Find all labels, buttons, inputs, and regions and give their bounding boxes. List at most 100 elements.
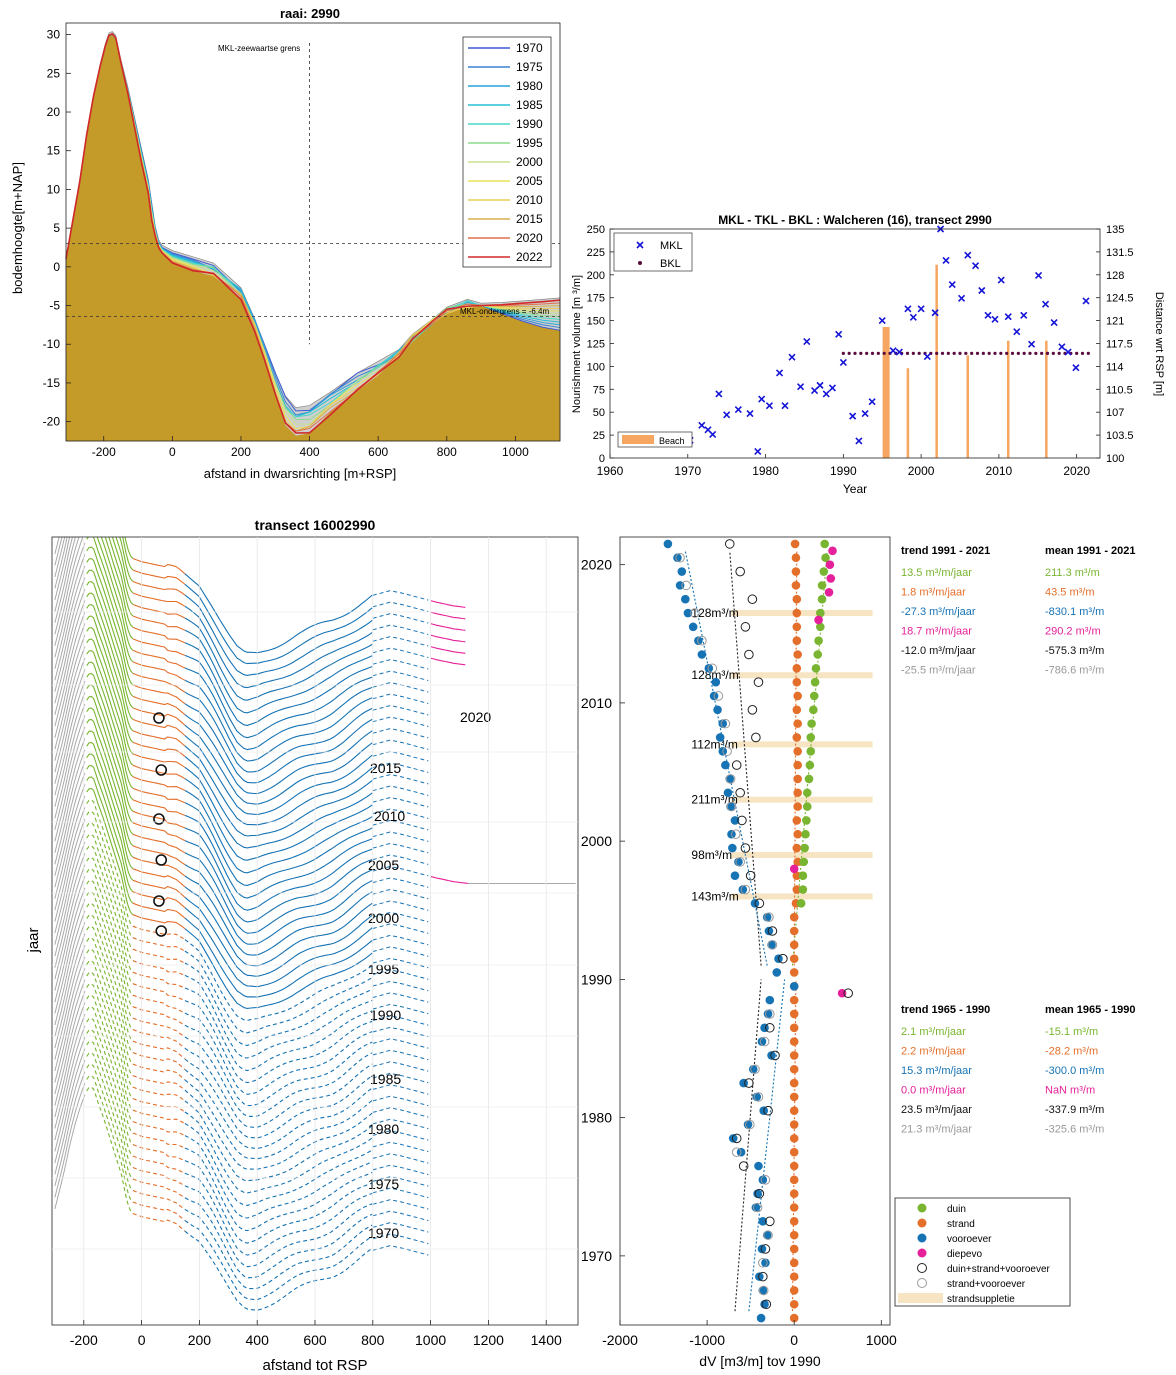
- suppletie-label: 143m³/m: [691, 889, 738, 903]
- bkl-point: [999, 351, 1003, 355]
- mkl-ytick-label: 75: [593, 384, 605, 396]
- transect-other-1969: [54, 1048, 86, 1164]
- mkl-xtick-label: 1970: [674, 464, 701, 478]
- sv-point: [763, 1230, 773, 1240]
- volume-ytick-label: 1980: [581, 1110, 612, 1126]
- bkl-point: [952, 351, 956, 355]
- nourishment-marker: [155, 854, 168, 866]
- duin-point: [820, 539, 829, 549]
- mkl-ylabel: Nourishment volume [m ³/m]: [571, 275, 583, 413]
- strand-point: [793, 691, 802, 701]
- vooroever-point: [694, 636, 703, 645]
- trend-value: 23.5 m³/m/jaar: [901, 1104, 972, 1116]
- trend-value: 0.0 m³/m/jaar: [901, 1085, 966, 1097]
- transect-vooroever-ext-1978: [372, 1095, 429, 1107]
- transect-duin-2006: [86, 615, 134, 743]
- strand-point: [789, 926, 799, 936]
- transect-vooroever-ext-2013: [372, 693, 429, 704]
- strand-point: [789, 1272, 799, 1281]
- dsv-point: [731, 760, 742, 770]
- strand-point: [790, 539, 800, 549]
- trend-value: -25.5 m³/m/jaar: [901, 665, 976, 677]
- vooroever-point: [756, 1313, 766, 1323]
- mkl-point: [957, 294, 966, 302]
- profile-ytick-label: -20: [43, 415, 61, 429]
- profile-xlabel: afstand in dwarsrichting [m+RSP]: [204, 466, 397, 481]
- profile-xtick-label: 0: [169, 445, 176, 459]
- suppletie-band: [731, 610, 873, 617]
- mkl-point: [997, 276, 1005, 284]
- transect-duin-2012: [86, 546, 134, 674]
- duin-point: [821, 553, 830, 563]
- transect-duin-1994: [86, 753, 134, 881]
- mean-value: -830.1 m³/m: [1045, 606, 1104, 618]
- bkl-point: [853, 351, 857, 355]
- transect-duin-2019: [115, 537, 134, 594]
- volume-legend-label: diepevo: [947, 1249, 982, 1260]
- mkl-legend-box: [613, 232, 693, 272]
- strand-point: [789, 968, 799, 977]
- profile-legend-label: 2010: [516, 193, 543, 207]
- transect-vooroever-ext-1996: [372, 888, 429, 900]
- transect-vooroever-1965: [184, 1230, 373, 1311]
- beach-nourishment-bar: [1006, 340, 1010, 458]
- transect-duin-1993: [86, 764, 134, 893]
- volume-xtick-label: -2000: [602, 1332, 638, 1348]
- sv-point: [760, 1175, 771, 1185]
- transect-vooroever-ext-1994: [372, 911, 429, 923]
- volume-axes-box: [619, 536, 891, 1326]
- strand-point: [792, 705, 802, 715]
- transect-vooroever-2002: [184, 802, 373, 886]
- transect-vooroever-ext-2018: [372, 636, 429, 647]
- bkl-point: [1075, 351, 1079, 355]
- duin-point: [798, 871, 808, 881]
- transect-vooroever-ext-1970: [372, 1187, 429, 1199]
- volume-xlabel: dV [m3/m] tov 1990: [699, 1353, 821, 1369]
- profile-title: raai: 2990: [280, 6, 340, 21]
- diepevo-point: [824, 587, 834, 597]
- mkl-legend: MKL BKL Beach: [613, 232, 693, 448]
- transect-other-1990: [54, 807, 86, 922]
- volume-legend-swatch: [917, 1248, 927, 1258]
- transect-duin-1999: [86, 695, 134, 824]
- duin-point: [802, 816, 811, 825]
- transect-vooroever-1981: [184, 1047, 373, 1128]
- mkl-point: [810, 387, 819, 395]
- volume-legend-label: strandsuppletie: [947, 1294, 1015, 1305]
- bkl-point: [847, 351, 851, 355]
- transect-duin-2017: [108, 537, 134, 617]
- transect-vooroever-ext-1980: [372, 1072, 429, 1084]
- mkl-point: [1020, 311, 1028, 319]
- transect-other-2009: [54, 588, 86, 704]
- transect-duin-1997: [86, 718, 134, 847]
- transect-vooroever-2012: [184, 691, 373, 773]
- transect-other-1993: [54, 772, 86, 888]
- transect-other-1968: [54, 1060, 86, 1175]
- volume-legend-swatch: [917, 1278, 927, 1288]
- dsv-point: [747, 594, 758, 605]
- mkl-y2tick-label: 107: [1106, 407, 1124, 419]
- transect-xtick-label: -200: [70, 1332, 98, 1348]
- mkl-ytick-label: 100: [587, 361, 605, 373]
- duin-point: [817, 581, 827, 590]
- mkl-point: [1004, 313, 1012, 321]
- strand-point: [789, 1203, 799, 1212]
- transect-other-2011: [54, 565, 86, 681]
- mkl-point: [984, 311, 992, 319]
- transect-duin-2005: [86, 627, 134, 755]
- transect-title: transect 16002990: [255, 517, 376, 533]
- vooroever-point: [663, 539, 673, 549]
- transect-other-2015: [54, 537, 80, 635]
- bkl-point: [981, 351, 985, 355]
- duin-point: [799, 857, 809, 867]
- sv-point: [720, 718, 731, 729]
- bkl-point: [1010, 351, 1015, 355]
- transect-vooroever-ext-1968: [372, 1210, 429, 1222]
- profile-axes-box: [65, 22, 561, 442]
- sv-point: [758, 1257, 768, 1268]
- transect-vooroever-2016: [184, 642, 373, 726]
- sv-point: [675, 552, 685, 563]
- bkl-legend-label: BKL: [660, 258, 681, 270]
- profile-xtick-label: 200: [231, 445, 251, 459]
- vooroever-point: [758, 1217, 768, 1226]
